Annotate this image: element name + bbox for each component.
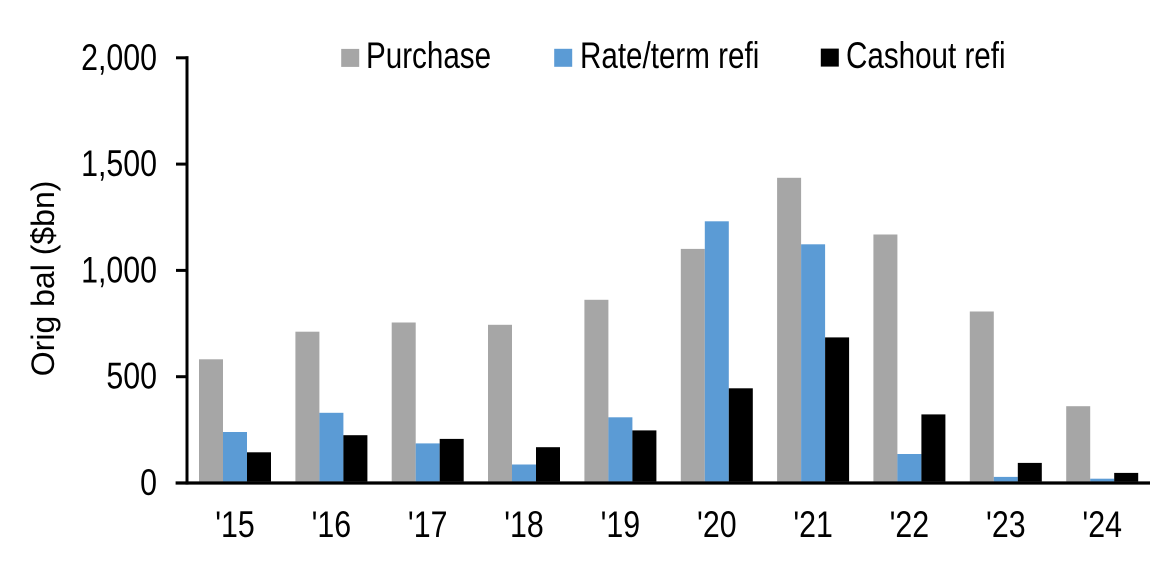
svg-text:Cashout refi: Cashout refi <box>846 36 1006 77</box>
svg-text:1,000: 1,000 <box>81 250 157 292</box>
svg-text:0: 0 <box>140 462 157 504</box>
svg-text:'23: '23 <box>986 504 1026 546</box>
svg-text:'17: '17 <box>408 504 448 546</box>
svg-text:Purchase: Purchase <box>366 36 491 77</box>
svg-text:'21: '21 <box>793 504 833 546</box>
svg-text:Rate/term refi: Rate/term refi <box>580 36 759 77</box>
svg-text:Orig bal ($bn): Orig bal ($bn) <box>25 181 61 377</box>
svg-text:'19: '19 <box>601 504 641 546</box>
svg-text:'15: '15 <box>215 504 255 546</box>
svg-text:2,000: 2,000 <box>81 37 157 79</box>
svg-text:'20: '20 <box>697 504 737 546</box>
svg-text:'22: '22 <box>890 504 930 546</box>
svg-text:'24: '24 <box>1082 504 1122 546</box>
svg-text:'18: '18 <box>504 504 544 546</box>
svg-text:500: 500 <box>106 356 157 398</box>
svg-text:'16: '16 <box>312 504 352 546</box>
svg-text:1,500: 1,500 <box>81 143 157 185</box>
